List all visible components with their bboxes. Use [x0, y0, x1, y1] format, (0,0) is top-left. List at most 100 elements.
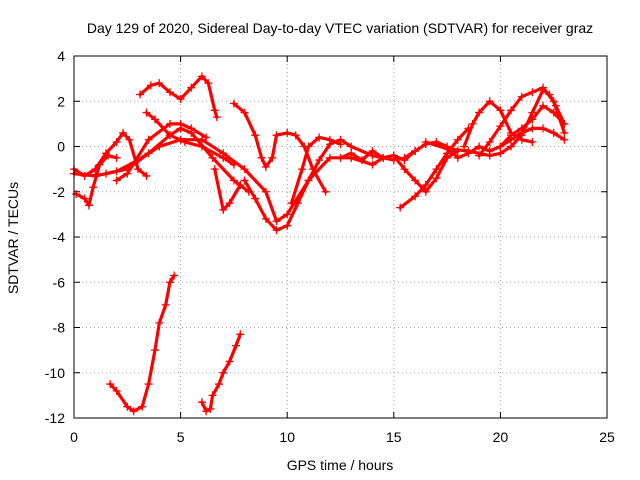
data-point — [219, 205, 228, 214]
data-point — [304, 142, 313, 151]
data-point — [325, 135, 334, 144]
data-point — [208, 391, 217, 400]
data-point — [453, 153, 462, 162]
data-point — [123, 169, 132, 178]
data-point — [89, 183, 98, 192]
data-point — [142, 171, 151, 180]
data-point — [165, 131, 174, 140]
data-point — [197, 398, 206, 407]
data-point — [155, 79, 164, 88]
data-point — [421, 137, 430, 146]
y-tick-label: -6 — [53, 274, 66, 290]
series-arc-05 — [112, 119, 211, 185]
data-point — [528, 124, 537, 133]
data-point — [507, 131, 516, 140]
data-point — [528, 115, 537, 124]
data-point — [336, 153, 345, 162]
series-line — [462, 99, 534, 149]
data-point — [283, 221, 292, 230]
data-point — [151, 115, 160, 124]
data-point — [144, 149, 153, 158]
series-line — [338, 149, 417, 162]
data-point — [106, 380, 115, 389]
data-point — [347, 153, 356, 162]
data-point — [112, 153, 121, 162]
tick-labels: 0 5 10 15 20 25 -12 -10 -8 -6 -4 -2 0 2 4 — [45, 48, 615, 445]
y-tick-label: -12 — [45, 410, 65, 426]
data-point — [468, 119, 477, 128]
data-point — [133, 165, 142, 174]
data-point — [396, 203, 405, 212]
data-point — [225, 357, 234, 366]
data-point — [517, 92, 526, 101]
data-point — [379, 153, 388, 162]
data-point — [411, 192, 420, 201]
data-point — [197, 135, 206, 144]
data-point — [517, 124, 526, 133]
series-arc-13 — [347, 147, 462, 196]
data-point — [325, 153, 334, 162]
data-point — [443, 144, 452, 153]
data-point — [432, 174, 441, 183]
data-point — [129, 407, 138, 416]
data-point — [112, 386, 121, 395]
data-point — [453, 135, 462, 144]
series-line — [232, 101, 328, 194]
data-point — [475, 108, 484, 117]
series-arc-07 — [142, 108, 238, 169]
data-point — [315, 156, 324, 165]
data-point — [261, 214, 270, 223]
y-axis-label: SDTVAR / TECUs — [5, 182, 21, 294]
x-tick-label: 20 — [493, 429, 509, 445]
data-point — [165, 119, 174, 128]
data-point — [549, 97, 558, 106]
data-point — [136, 90, 145, 99]
data-point — [142, 108, 151, 117]
series-arc-08 — [210, 165, 245, 214]
data-point — [261, 187, 270, 196]
data-point — [202, 133, 211, 142]
data-point — [496, 142, 505, 151]
data-point — [291, 131, 300, 140]
data-point — [368, 160, 377, 169]
data-point — [411, 147, 420, 156]
data-series — [70, 72, 569, 416]
data-point — [161, 300, 170, 309]
data-point — [101, 169, 110, 178]
data-point — [208, 153, 217, 162]
data-point — [315, 133, 324, 142]
data-point — [261, 162, 270, 171]
series-arc-11 — [287, 133, 345, 208]
data-point — [95, 160, 104, 169]
data-point — [251, 131, 260, 140]
y-tick-label: -2 — [53, 184, 66, 200]
data-point — [485, 137, 494, 146]
data-point — [287, 199, 296, 208]
data-point — [272, 131, 281, 140]
data-point — [112, 137, 121, 146]
data-point — [229, 160, 238, 169]
data-point — [539, 83, 548, 92]
data-point — [123, 402, 132, 411]
data-point — [251, 194, 260, 203]
data-point — [155, 318, 164, 327]
x-tick-label: 0 — [70, 429, 78, 445]
series-arc-17 — [460, 97, 537, 151]
data-point — [125, 135, 134, 144]
data-point — [421, 187, 430, 196]
data-point — [112, 176, 121, 185]
x-tick-label: 5 — [177, 429, 185, 445]
data-point — [485, 97, 494, 106]
data-point — [151, 346, 160, 355]
chart-title: Day 129 of 2020, Sidereal Day-to-day VTE… — [87, 20, 593, 36]
series-arc-20 — [106, 271, 179, 416]
data-point — [206, 404, 215, 413]
data-point — [257, 153, 266, 162]
data-point — [202, 407, 211, 416]
data-point — [321, 187, 330, 196]
data-point — [560, 128, 569, 137]
data-point — [272, 217, 281, 226]
y-tick-label: 0 — [57, 139, 65, 155]
data-point — [210, 106, 219, 115]
data-point — [283, 210, 292, 219]
